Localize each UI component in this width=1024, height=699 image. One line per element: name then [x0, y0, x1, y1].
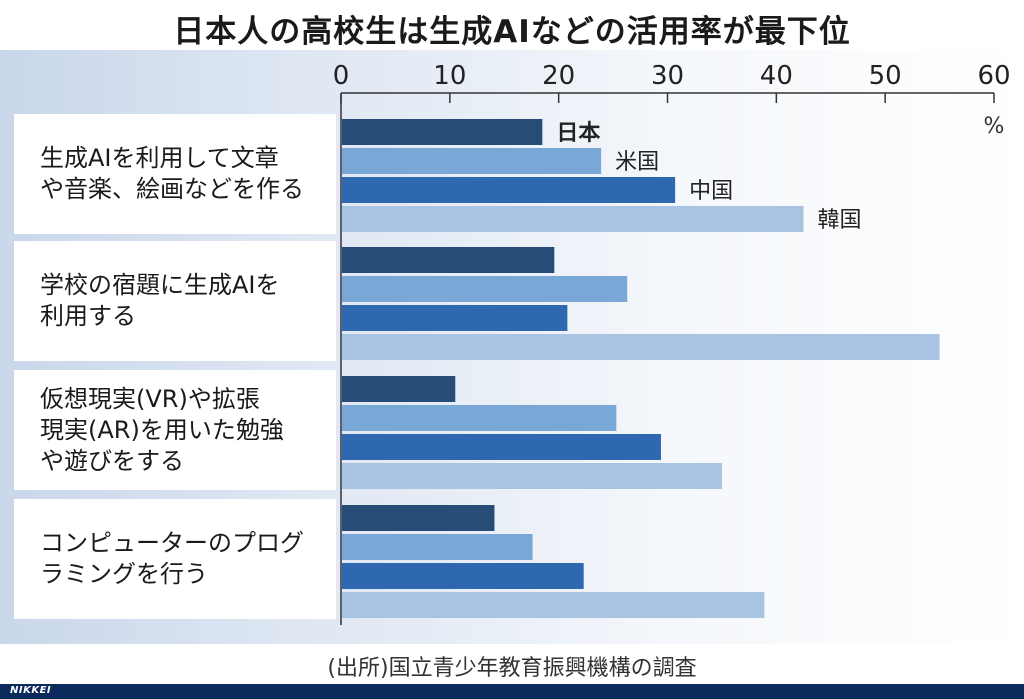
x-tick-label: 30: [651, 61, 684, 91]
x-tick-label: 60: [977, 61, 1010, 91]
category-label-box: 仮想現実(VR)や拡張 現実(AR)を用いた勉強 や遊びをする: [14, 370, 336, 490]
bar: [342, 534, 533, 560]
series-label: 米国: [615, 150, 659, 175]
category-label-box: コンピューターのプログ ラミングを行う: [14, 499, 336, 619]
category-label: コンピューターのプログ ラミングを行う: [40, 529, 304, 588]
bar: [342, 206, 804, 232]
bar: [342, 119, 543, 145]
source-note: (出所)国立青少年教育振興機構の調査: [327, 656, 697, 681]
nikkei-logo: NIKKEI: [10, 685, 52, 696]
bar: [342, 563, 584, 589]
bar: [342, 334, 940, 360]
x-tick-label: 50: [869, 61, 902, 91]
x-tick-label: 20: [542, 61, 575, 91]
category-label: 生成AIを利用して文章 や音楽、絵画などを作る: [40, 144, 304, 203]
category-label-box: 学校の宿題に生成AIを 利用する: [14, 241, 336, 361]
bar: [342, 505, 495, 531]
bar: [342, 376, 456, 402]
bar: [342, 305, 568, 331]
footer-bar: NIKKEI: [0, 684, 1024, 699]
bar: [342, 148, 602, 174]
x-tick-label: 40: [760, 61, 793, 91]
bar: [342, 247, 555, 273]
series-label: 中国: [689, 179, 733, 204]
bar: [342, 434, 661, 460]
x-tick-label: 10: [433, 61, 466, 91]
series-label: 韓国: [818, 208, 862, 233]
bar: [342, 276, 628, 302]
bar: [342, 463, 722, 489]
category-label: 学校の宿題に生成AIを 利用する: [40, 271, 280, 330]
x-tick-label: 0: [333, 61, 350, 91]
unit-label: %: [984, 114, 1005, 139]
bar: [342, 405, 617, 431]
category-label-box: 生成AIを利用して文章 や音楽、絵画などを作る: [14, 114, 336, 234]
chart-title: 日本人の高校生は生成AIなどの活用率が最下位: [173, 14, 851, 50]
bar: [342, 177, 676, 203]
bar: [342, 592, 765, 618]
series-label: 日本: [556, 121, 600, 146]
category-label: 仮想現実(VR)や拡張 現実(AR)を用いた勉強 や遊びをする: [40, 385, 284, 475]
